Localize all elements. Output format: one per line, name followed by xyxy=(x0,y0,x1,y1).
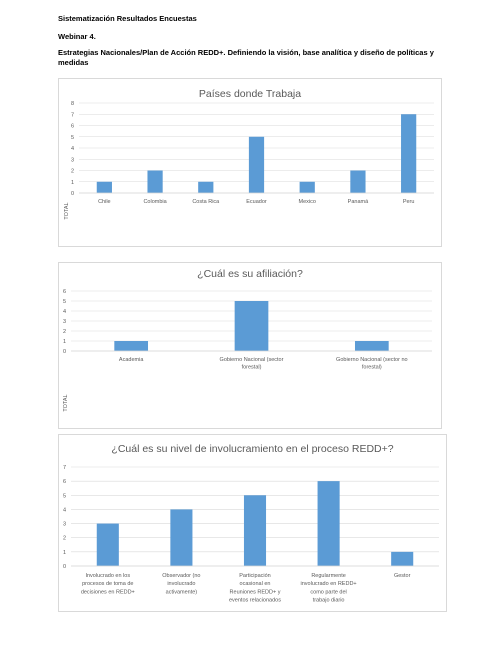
bar-5 xyxy=(350,170,366,193)
bar-4 xyxy=(391,551,414,566)
document-heading: Sistematización Resultados Encuestas xyxy=(58,14,197,23)
bar-0 xyxy=(114,341,149,351)
y-axis-label: TOTAL xyxy=(63,394,69,411)
chart-title: Países donde Trabaja xyxy=(199,88,301,100)
x-category-label: Peru xyxy=(403,199,415,205)
bar-1 xyxy=(234,301,269,351)
y-tick-label: 5 xyxy=(63,299,66,305)
bar-3 xyxy=(248,136,265,193)
y-tick-label: 1 xyxy=(71,180,74,186)
topic-text: Estrategias Nacionales/Plan de Acción RE… xyxy=(58,48,434,67)
bar-1 xyxy=(170,509,193,566)
y-tick-label: 0 xyxy=(71,191,74,197)
y-tick-label: 5 xyxy=(71,135,74,141)
x-category-label: Colombia xyxy=(143,199,167,205)
x-category-label: Ecuador xyxy=(246,199,267,205)
y-tick-label: 6 xyxy=(63,479,66,485)
chart-title: ¿Cuál es su afiliación? xyxy=(197,268,303,280)
y-tick-label: 0 xyxy=(63,349,66,355)
y-tick-label: 3 xyxy=(63,522,66,528)
x-category-label: Panamá xyxy=(348,199,369,205)
y-tick-label: 4 xyxy=(71,146,74,152)
chart-title: ¿Cuál es su nivel de involucramiento en … xyxy=(111,443,393,455)
x-category-label: Gestor xyxy=(394,573,411,579)
y-tick-label: 4 xyxy=(63,507,66,513)
webinar-label: Webinar 4. xyxy=(58,32,96,41)
bar-2 xyxy=(354,341,389,351)
x-category-label: Involucrado en los procesos de toma de dec… xyxy=(81,573,135,595)
y-tick-label: 7 xyxy=(71,112,74,118)
y-tick-label: 2 xyxy=(63,329,66,335)
y-tick-label: 5 xyxy=(63,493,66,499)
x-category-label: Chile xyxy=(98,199,111,205)
chart-countries: Países donde Trabaja 0 1 2 3 4 5 6 7 8 Chile Colomb… xyxy=(58,78,442,247)
y-tick-label: 6 xyxy=(63,289,66,295)
x-category-label: Gobierno Nacional (sector forestal) xyxy=(220,357,284,371)
x-category-label: Mexico xyxy=(299,199,316,205)
bar-0 xyxy=(96,523,119,566)
bar-3 xyxy=(317,481,340,566)
bar-4 xyxy=(299,181,315,193)
y-tick-label: 1 xyxy=(63,339,66,345)
bar-2 xyxy=(198,181,214,193)
y-tick-label: 3 xyxy=(63,319,66,325)
y-tick-label: 2 xyxy=(71,169,74,175)
y-tick-label: 8 xyxy=(71,101,74,107)
y-tick-label: 2 xyxy=(63,536,66,542)
chart-involvement-svg: ¿Cuál es su nivel de involucramiento en … xyxy=(63,443,439,604)
chart-countries-svg: Países donde Trabaja 0 1 2 3 4 5 6 7 8 Chile Colomb… xyxy=(64,88,434,220)
x-category-label: Observador (no involucrado activamente) xyxy=(162,573,200,595)
chart-affiliation: ¿Cuál es su afiliación? 0 1 2 3 4 5 6 Academia Go… xyxy=(58,262,442,429)
bar-1 xyxy=(147,170,163,193)
y-tick-label: 6 xyxy=(71,124,74,130)
bar-0 xyxy=(96,181,112,193)
y-tick-label: 1 xyxy=(63,550,66,556)
bar-2 xyxy=(243,495,267,566)
y-tick-label: 4 xyxy=(63,309,66,315)
chart-involvement: ¿Cuál es su nivel de involucramiento en … xyxy=(58,434,447,612)
x-category-label: Gobierno Nacional (sector no forestal) xyxy=(336,357,408,371)
y-tick-label: 3 xyxy=(71,157,74,163)
bar-6 xyxy=(401,114,417,193)
x-category-label: Costa Rica xyxy=(192,199,220,205)
y-axis-label: TOTAL xyxy=(64,202,70,219)
chart-affiliation-svg: ¿Cuál es su afiliación? 0 1 2 3 4 5 6 Academia Go… xyxy=(63,268,432,412)
x-category-label: Regularmente involucrado en REDD+ como par… xyxy=(301,573,357,604)
x-category-label: Participación ocasional en Reuniones REDD+… xyxy=(229,573,281,604)
y-tick-label: 0 xyxy=(63,564,66,570)
x-category-label: Academia xyxy=(119,357,144,363)
y-tick-label: 7 xyxy=(63,465,66,471)
